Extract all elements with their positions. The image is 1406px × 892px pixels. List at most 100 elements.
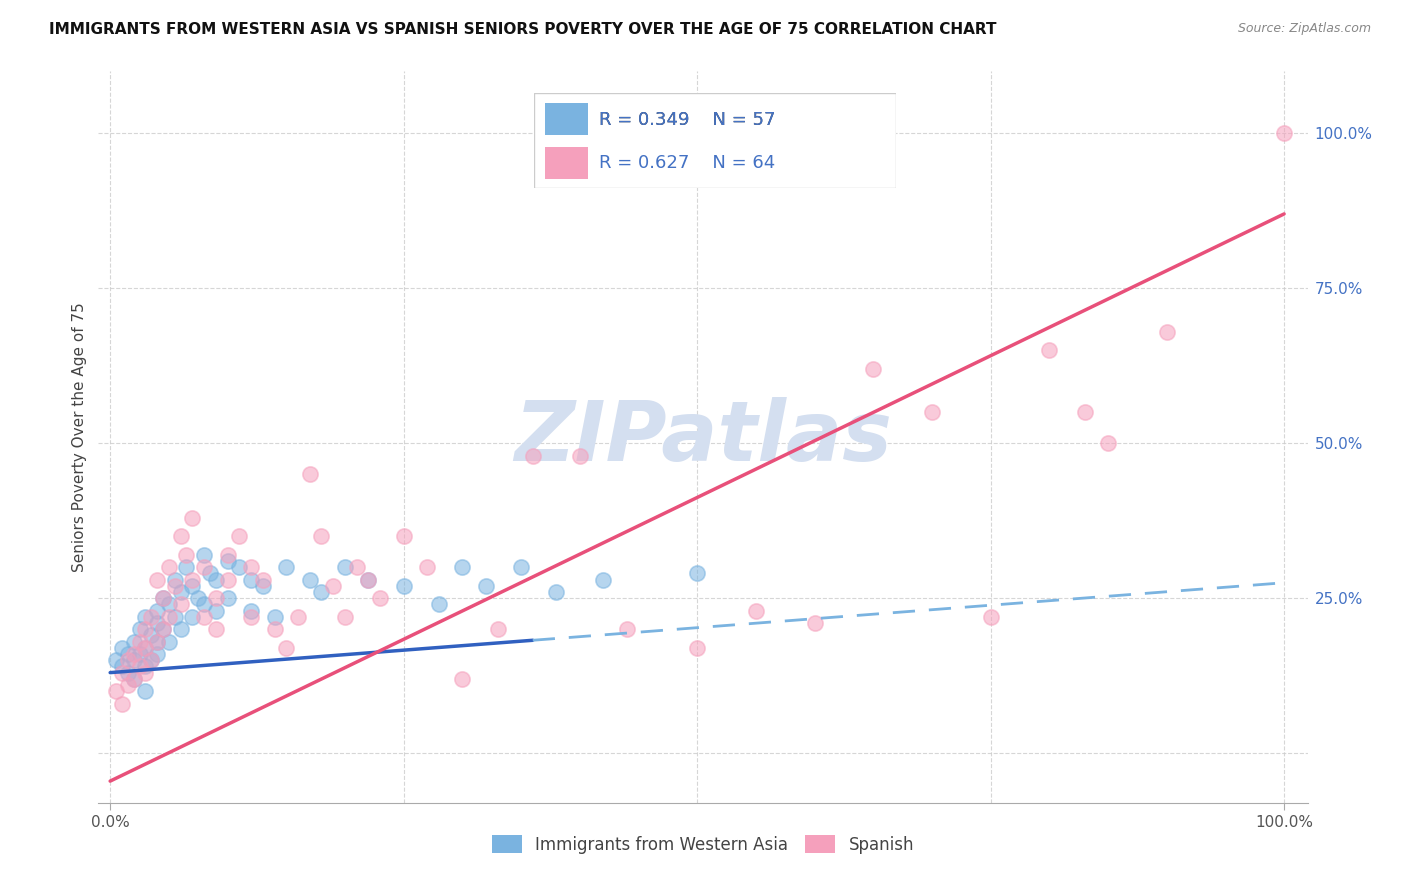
- Point: [111, 697, 134, 711]
- Point: [117, 647, 139, 661]
- Point: [111, 665, 134, 680]
- Point: [803, 615, 825, 630]
- Point: [163, 573, 186, 587]
- Point: [122, 672, 145, 686]
- Point: [228, 529, 250, 543]
- Point: [240, 604, 263, 618]
- Point: [134, 665, 156, 680]
- Point: [128, 659, 150, 673]
- Point: [146, 634, 169, 648]
- Point: [141, 653, 163, 667]
- Point: [111, 640, 134, 655]
- Point: [193, 548, 215, 562]
- Point: [592, 573, 614, 587]
- Point: [451, 672, 474, 686]
- Point: [152, 622, 174, 636]
- Point: [217, 554, 239, 568]
- Point: [204, 622, 226, 636]
- Point: [128, 647, 150, 661]
- Point: [146, 615, 169, 630]
- Point: [117, 665, 139, 680]
- Point: [134, 659, 156, 673]
- Point: [122, 653, 145, 667]
- Point: [157, 610, 180, 624]
- Point: [204, 573, 226, 587]
- Point: [117, 653, 139, 667]
- Point: [217, 548, 239, 562]
- Point: [193, 560, 215, 574]
- Point: [346, 560, 368, 574]
- Point: [198, 566, 221, 581]
- Point: [745, 604, 768, 618]
- Point: [287, 610, 309, 624]
- Point: [392, 529, 415, 543]
- Point: [146, 573, 169, 587]
- Point: [276, 560, 298, 574]
- Point: [146, 647, 169, 661]
- Point: [163, 610, 186, 624]
- Point: [686, 566, 709, 581]
- Point: [217, 573, 239, 587]
- Point: [122, 647, 145, 661]
- Point: [298, 467, 321, 482]
- Y-axis label: Seniors Poverty Over the Age of 75: Seniors Poverty Over the Age of 75: [72, 302, 87, 572]
- Point: [176, 548, 198, 562]
- Point: [169, 598, 191, 612]
- Point: [157, 560, 180, 574]
- Point: [252, 579, 274, 593]
- Point: [486, 622, 509, 636]
- Point: [1272, 126, 1295, 140]
- Point: [510, 560, 533, 574]
- Point: [193, 598, 215, 612]
- Point: [152, 622, 174, 636]
- Point: [187, 591, 209, 606]
- Point: [475, 579, 498, 593]
- Point: [427, 598, 450, 612]
- Point: [169, 585, 191, 599]
- Point: [146, 604, 169, 618]
- Point: [1097, 436, 1119, 450]
- Point: [117, 678, 139, 692]
- Point: [181, 610, 204, 624]
- Point: [152, 591, 174, 606]
- Point: [311, 585, 333, 599]
- Point: [546, 585, 568, 599]
- Text: ZIPatlas: ZIPatlas: [515, 397, 891, 477]
- Point: [616, 622, 638, 636]
- Point: [568, 449, 591, 463]
- Point: [522, 449, 544, 463]
- Point: [181, 510, 204, 524]
- Point: [416, 560, 439, 574]
- Point: [163, 579, 186, 593]
- Point: [122, 634, 145, 648]
- Point: [181, 579, 204, 593]
- Point: [134, 622, 156, 636]
- Point: [157, 598, 180, 612]
- Point: [240, 610, 263, 624]
- Point: [176, 560, 198, 574]
- Point: [276, 640, 298, 655]
- Point: [333, 560, 356, 574]
- Point: [217, 591, 239, 606]
- Point: [1073, 405, 1095, 419]
- Point: [240, 560, 263, 574]
- Point: [228, 560, 250, 574]
- Point: [204, 604, 226, 618]
- Point: [128, 622, 150, 636]
- Point: [392, 579, 415, 593]
- Point: [451, 560, 474, 574]
- Point: [111, 659, 134, 673]
- Point: [134, 610, 156, 624]
- Point: [686, 640, 709, 655]
- Point: [252, 573, 274, 587]
- Point: [105, 653, 128, 667]
- Point: [105, 684, 128, 698]
- Legend: Immigrants from Western Asia, Spanish: Immigrants from Western Asia, Spanish: [485, 829, 921, 860]
- Point: [169, 529, 191, 543]
- Point: [134, 640, 156, 655]
- Point: [368, 591, 391, 606]
- Point: [1038, 343, 1060, 358]
- Point: [146, 634, 169, 648]
- Point: [181, 573, 204, 587]
- Point: [193, 610, 215, 624]
